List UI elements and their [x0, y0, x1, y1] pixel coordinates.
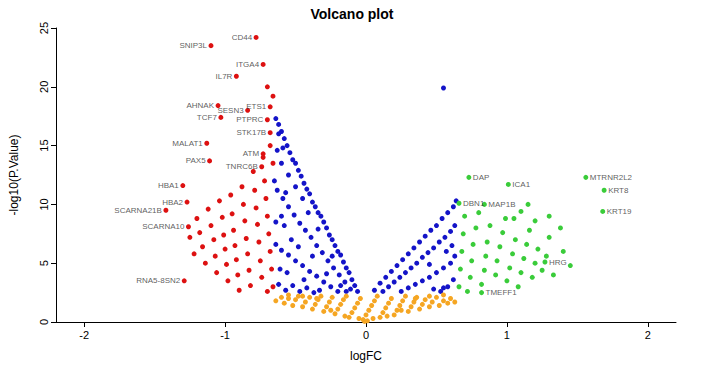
svg-text:SNIP3L: SNIP3L [179, 41, 207, 50]
svg-text:MTRNR2L2: MTRNR2L2 [590, 173, 633, 182]
svg-text:ETS1: ETS1 [246, 102, 267, 111]
svg-text:10: 10 [38, 198, 50, 210]
svg-text:0: 0 [363, 329, 369, 341]
svg-text:CD44: CD44 [232, 33, 253, 42]
svg-text:PAX5: PAX5 [186, 156, 206, 165]
svg-text:-log10(P.Value): -log10(P.Value) [7, 135, 21, 216]
svg-text:0: 0 [38, 319, 50, 325]
svg-text:ITGA4: ITGA4 [236, 60, 260, 69]
svg-text:DAP: DAP [473, 173, 489, 182]
svg-text:15: 15 [38, 139, 50, 151]
svg-text:TNRC6B: TNRC6B [226, 162, 258, 171]
svg-text:DBN1: DBN1 [463, 199, 485, 208]
svg-text:KRT19: KRT19 [607, 207, 632, 216]
svg-text:25: 25 [38, 22, 50, 34]
svg-text:MAP1B: MAP1B [488, 200, 515, 209]
svg-text:2: 2 [645, 329, 651, 341]
svg-text:HBA1: HBA1 [158, 181, 179, 190]
svg-text:HBA2: HBA2 [162, 198, 183, 207]
svg-text:ICA1: ICA1 [512, 180, 530, 189]
svg-text:5: 5 [38, 260, 50, 266]
svg-text:IL7R: IL7R [215, 72, 232, 81]
svg-text:SCARNA10: SCARNA10 [142, 222, 185, 231]
svg-text:1: 1 [504, 329, 510, 341]
svg-text:-1: -1 [220, 329, 230, 341]
svg-text:TCF7: TCF7 [197, 113, 218, 122]
svg-text:KRT8: KRT8 [608, 186, 629, 195]
svg-text:-2: -2 [79, 329, 89, 341]
svg-text:AHNAK: AHNAK [186, 101, 214, 110]
svg-text:TMEFF1: TMEFF1 [486, 288, 518, 297]
svg-text:STK17B: STK17B [236, 128, 266, 137]
svg-text:20: 20 [38, 81, 50, 93]
svg-text:MALAT1: MALAT1 [172, 139, 203, 148]
svg-text:SESN3: SESN3 [217, 106, 244, 115]
svg-text:ATM: ATM [243, 149, 260, 158]
svg-text:RNA5-8SN2: RNA5-8SN2 [136, 276, 181, 285]
svg-text:logFC: logFC [350, 349, 382, 363]
svg-text:HRG: HRG [549, 258, 567, 267]
svg-text:PTPRC: PTPRC [236, 115, 263, 124]
svg-text:SCARNA21B: SCARNA21B [114, 206, 162, 215]
svg-text:Volcano plot: Volcano plot [311, 6, 394, 22]
